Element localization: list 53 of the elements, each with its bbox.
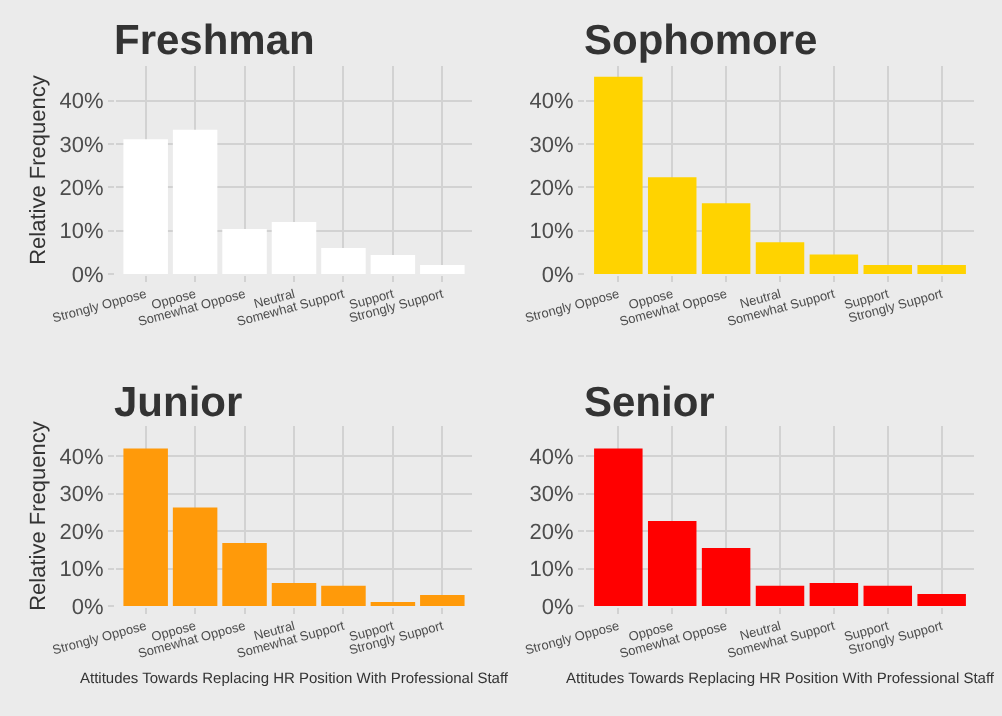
y-tick-label: 10%	[529, 220, 575, 245]
y-tick-label: 10%	[59, 220, 105, 245]
y-axis-title: Relative Frequency	[26, 74, 51, 265]
bar	[594, 448, 643, 606]
bar	[420, 264, 465, 274]
bar	[594, 76, 643, 274]
bar	[701, 203, 751, 274]
bar	[917, 264, 966, 274]
y-tick-label: 40%	[59, 445, 105, 470]
chart-title: Sophomore	[584, 18, 818, 64]
y-tick-label: 40%	[529, 445, 575, 470]
y-tick-label: 0%	[71, 595, 105, 620]
chart-title: Freshman	[114, 18, 315, 64]
bar	[222, 228, 267, 274]
bar	[271, 222, 317, 274]
bar	[123, 139, 168, 274]
bar	[123, 448, 168, 606]
y-tick-label: 20%	[59, 520, 105, 545]
bar	[172, 507, 218, 606]
bar	[222, 543, 267, 606]
y-tick-label: 0%	[71, 263, 105, 288]
bar	[917, 594, 966, 606]
y-tick-label: 30%	[59, 483, 105, 508]
y-tick-label: 20%	[529, 177, 575, 202]
bar	[809, 254, 859, 274]
bar	[863, 585, 913, 606]
y-axis-title: Relative Frequency	[26, 420, 51, 611]
chart-title: Senior	[584, 380, 715, 426]
bar	[809, 583, 859, 606]
bar	[321, 585, 366, 606]
y-tick-label: 0%	[541, 263, 575, 288]
y-tick-label: 30%	[529, 133, 575, 158]
bar	[863, 264, 913, 274]
y-tick-label: 40%	[529, 90, 575, 115]
bar	[701, 547, 751, 606]
bar	[647, 177, 697, 274]
bar	[420, 595, 465, 606]
y-tick-label: 30%	[59, 133, 105, 158]
bar	[321, 248, 366, 274]
bar	[271, 583, 317, 606]
chart-title: Junior	[114, 380, 243, 426]
y-tick-label: 30%	[529, 483, 575, 508]
y-tick-label: 10%	[529, 558, 575, 583]
bar	[755, 585, 805, 606]
y-tick-label: 20%	[529, 520, 575, 545]
y-tick-label: 40%	[59, 90, 105, 115]
bar	[755, 242, 805, 274]
y-tick-label: 10%	[59, 558, 105, 583]
bar	[370, 254, 416, 274]
y-tick-label: 0%	[541, 595, 575, 620]
bar	[647, 520, 697, 606]
y-tick-label: 20%	[59, 177, 105, 202]
bar	[172, 129, 218, 274]
